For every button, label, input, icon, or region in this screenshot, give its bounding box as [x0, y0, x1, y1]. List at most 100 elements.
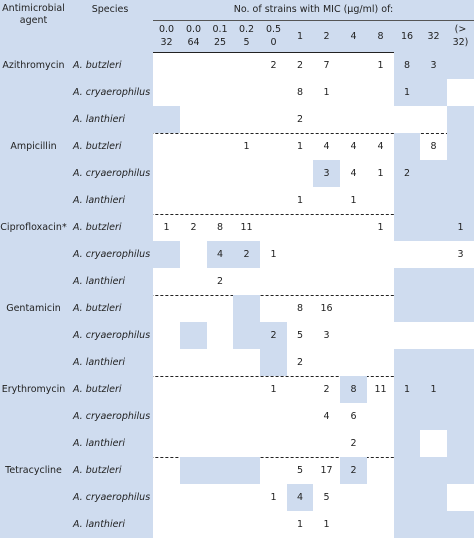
mic-cell	[420, 457, 447, 484]
mic-cell	[420, 214, 447, 241]
species-label: A. butzleri	[67, 376, 153, 403]
mic-cell	[447, 322, 474, 349]
mic-cell	[367, 79, 394, 106]
mic-cell: 4	[377, 141, 384, 152]
mic-cell	[420, 106, 447, 133]
mic-cell	[260, 106, 287, 133]
mic-cell	[394, 241, 420, 268]
mic-cell	[367, 187, 394, 214]
mic-cell	[153, 268, 180, 295]
mic-cell: 1	[420, 376, 447, 403]
mic-cell	[233, 160, 260, 187]
mic-cell	[260, 295, 287, 322]
mic-cell	[153, 349, 180, 376]
mic-cell	[287, 430, 313, 457]
mic-cell	[313, 430, 340, 457]
mic-cell	[287, 214, 313, 241]
mic-cell: 2	[394, 160, 420, 187]
mic-cell	[180, 376, 207, 403]
agent-label: Gentamicin	[0, 295, 67, 376]
mic-cell	[153, 295, 180, 322]
mic-cell: 2	[233, 241, 260, 268]
species-label: A. cryaerophilus	[67, 79, 153, 106]
mic-cell	[233, 79, 260, 106]
mic-cell	[340, 322, 367, 349]
mic-cell	[153, 322, 180, 349]
mic-cell	[153, 79, 180, 106]
mic-cell: 1	[350, 195, 357, 206]
mic-cell	[394, 133, 420, 160]
mic-cell: 4	[287, 484, 313, 511]
mic-cell: 16	[320, 303, 333, 314]
mic-cell: 1	[377, 168, 384, 179]
mic-cell	[367, 484, 394, 511]
mic-cell: 3	[313, 160, 340, 187]
mic-cell	[367, 349, 394, 376]
mic-cell: 8	[340, 376, 367, 403]
mic-cell	[180, 484, 207, 511]
mic-cell	[420, 160, 447, 187]
header-mic-column: 2	[313, 20, 340, 52]
mic-cell	[313, 187, 340, 214]
mic-cell	[394, 349, 420, 376]
mic-cell	[394, 430, 420, 457]
mic-cell: 4	[207, 241, 233, 268]
mic-cell: 1	[270, 249, 277, 260]
mic-cell	[207, 376, 233, 403]
mic-cell	[207, 430, 233, 457]
mic-cell	[340, 79, 367, 106]
mic-cell	[420, 430, 447, 457]
mic-cell	[394, 295, 420, 322]
mic-cell: 1	[270, 492, 277, 503]
mic-cell: 11	[374, 384, 387, 395]
mic-cell: 5	[296, 330, 304, 341]
agent-label: Ampicillin	[0, 133, 67, 214]
header-mic-column: 0.2 5	[233, 20, 260, 52]
header-mic-column: 4	[340, 20, 367, 52]
mic-cell	[287, 241, 313, 268]
mic-cell: 2	[296, 357, 304, 368]
mic-cell	[420, 295, 447, 322]
mic-cell	[233, 403, 260, 430]
mic-cell	[447, 511, 474, 538]
mic-cell	[447, 376, 474, 403]
mic-cell: 8	[430, 141, 437, 152]
mic-cell	[447, 484, 474, 511]
mic-cell	[287, 160, 313, 187]
mic-cell	[180, 79, 207, 106]
mic-cell	[260, 349, 287, 376]
mic-cell: 17	[320, 465, 333, 476]
mic-cell: 1	[243, 141, 250, 152]
header-mic-column: 8	[367, 20, 394, 52]
mic-cell: 1	[270, 384, 277, 395]
mic-cell	[260, 268, 287, 295]
mic-cell	[207, 160, 233, 187]
mic-cell	[207, 133, 233, 160]
header-mic-column: 0.0 32	[153, 20, 180, 52]
species-label: A. lanthieri	[67, 430, 153, 457]
mic-cell	[153, 106, 180, 133]
mic-cell	[233, 430, 260, 457]
mic-cell	[367, 268, 394, 295]
mic-cell	[394, 484, 420, 511]
mic-cell: 3	[420, 52, 447, 79]
mic-cell	[153, 187, 180, 214]
mic-cell	[207, 457, 233, 484]
header-mic-column: (> 32)	[447, 20, 474, 52]
mic-cell	[313, 268, 340, 295]
mic-cell	[153, 133, 180, 160]
mic-cell	[260, 214, 287, 241]
mic-cell	[233, 52, 260, 79]
species-label: A. cryaerophilus	[67, 241, 153, 268]
species-label: A. lanthieri	[67, 268, 153, 295]
mic-cell: 2	[296, 114, 304, 125]
mic-cell	[180, 133, 207, 160]
header-agent: Antimicrobial agent	[0, 0, 67, 52]
mic-cell	[207, 187, 233, 214]
species-label: A. cryaerophilus	[67, 484, 153, 511]
mic-cell	[340, 349, 367, 376]
mic-cell: 11	[240, 222, 253, 233]
mic-cell	[340, 52, 367, 79]
mic-cell	[367, 322, 394, 349]
